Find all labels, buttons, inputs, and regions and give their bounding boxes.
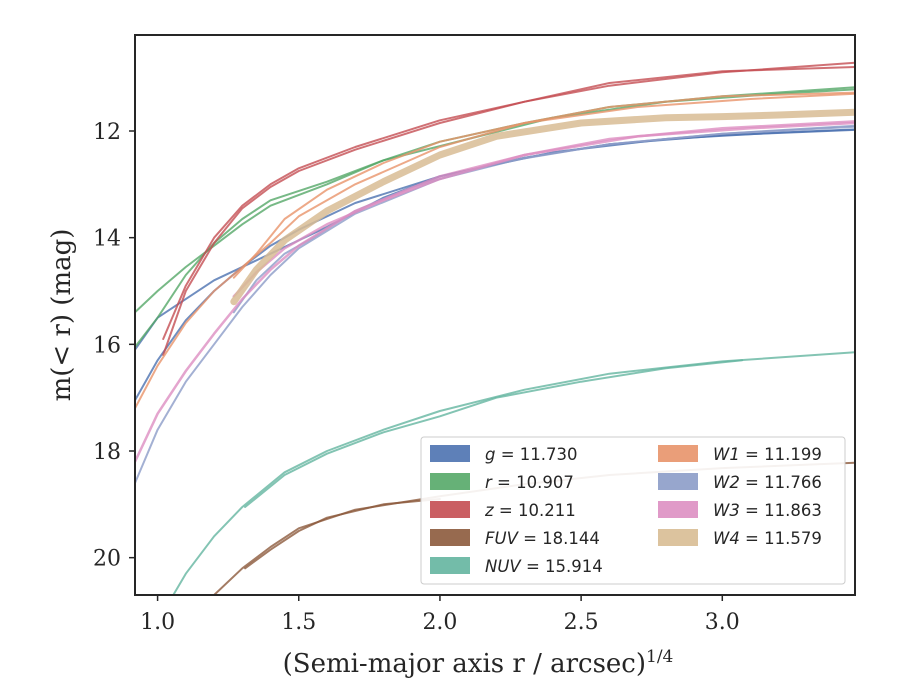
legend-label-w4: W4 = 11.579 [713, 529, 822, 548]
legend-label-z: z = 10.211 [484, 501, 576, 520]
x-tick-label: 2.0 [422, 610, 457, 635]
legend-label-r: r = 10.907 [485, 473, 574, 492]
x-tick-label: 1.5 [281, 610, 316, 635]
legend-swatch-w1 [658, 445, 698, 462]
series-line-nuv-2 [244, 359, 744, 508]
ticks-layer: 1.0 1.5 2.0 2.5 3.0 12 14 16 18 20 [93, 120, 740, 635]
series-line-g-2 [135, 128, 855, 351]
legend-swatch-w3 [658, 501, 698, 518]
x-tick-label: 2.5 [564, 610, 599, 635]
series-line-z-1 [162, 61, 855, 356]
y-tick-label: 14 [93, 227, 121, 252]
y-tick-label: 18 [93, 440, 121, 465]
series-line-w1-2 [232, 92, 855, 279]
x-axis-title: (Semi-major axis r / arcsec)1/4 [283, 647, 674, 679]
series-line-w3-2 [232, 121, 855, 298]
legend-swatch-w4 [658, 529, 698, 546]
series-line-nuv-1 [172, 351, 855, 595]
series-layer [135, 61, 855, 595]
legend-swatch-w2 [658, 473, 698, 490]
legend-swatch-g [430, 445, 470, 462]
series-line-w4-1 [230, 108, 855, 306]
legend-label-w3: W3 = 11.863 [713, 501, 822, 520]
legend-label-w2: W2 = 11.766 [713, 473, 822, 492]
legend-box [420, 436, 846, 585]
series-line-w1-1 [135, 91, 855, 410]
legend-swatch-z [430, 501, 470, 518]
x-tick-label: 1.0 [140, 610, 175, 635]
y-tick-label: 20 [93, 547, 121, 572]
series-line-w3-1 [135, 120, 855, 463]
legend-swatch-nuv [430, 557, 470, 574]
legend-label-w1: W1 = 11.199 [713, 445, 822, 464]
y-tick-label: 16 [93, 333, 121, 358]
legend-label-g: g = 11.730 [485, 445, 578, 464]
series-line-z-2 [162, 66, 855, 340]
legend-swatch-r [430, 473, 470, 490]
y-axis-title: m(< r) (mag) [47, 229, 77, 402]
legend-label-fuv: FUV = 18.144 [485, 529, 600, 548]
y-tick-label: 12 [93, 120, 121, 145]
legend-swatch-fuv [430, 529, 470, 546]
x-tick-label: 3.0 [705, 610, 740, 635]
series-line-fuv-2 [244, 498, 441, 570]
legend: g = 11.730 r = 10.907 z = 10.211 FUV = 18.1… [420, 436, 846, 585]
legend-label-nuv: NUV = 15.914 [485, 557, 603, 576]
plot-frame [134, 34, 856, 596]
